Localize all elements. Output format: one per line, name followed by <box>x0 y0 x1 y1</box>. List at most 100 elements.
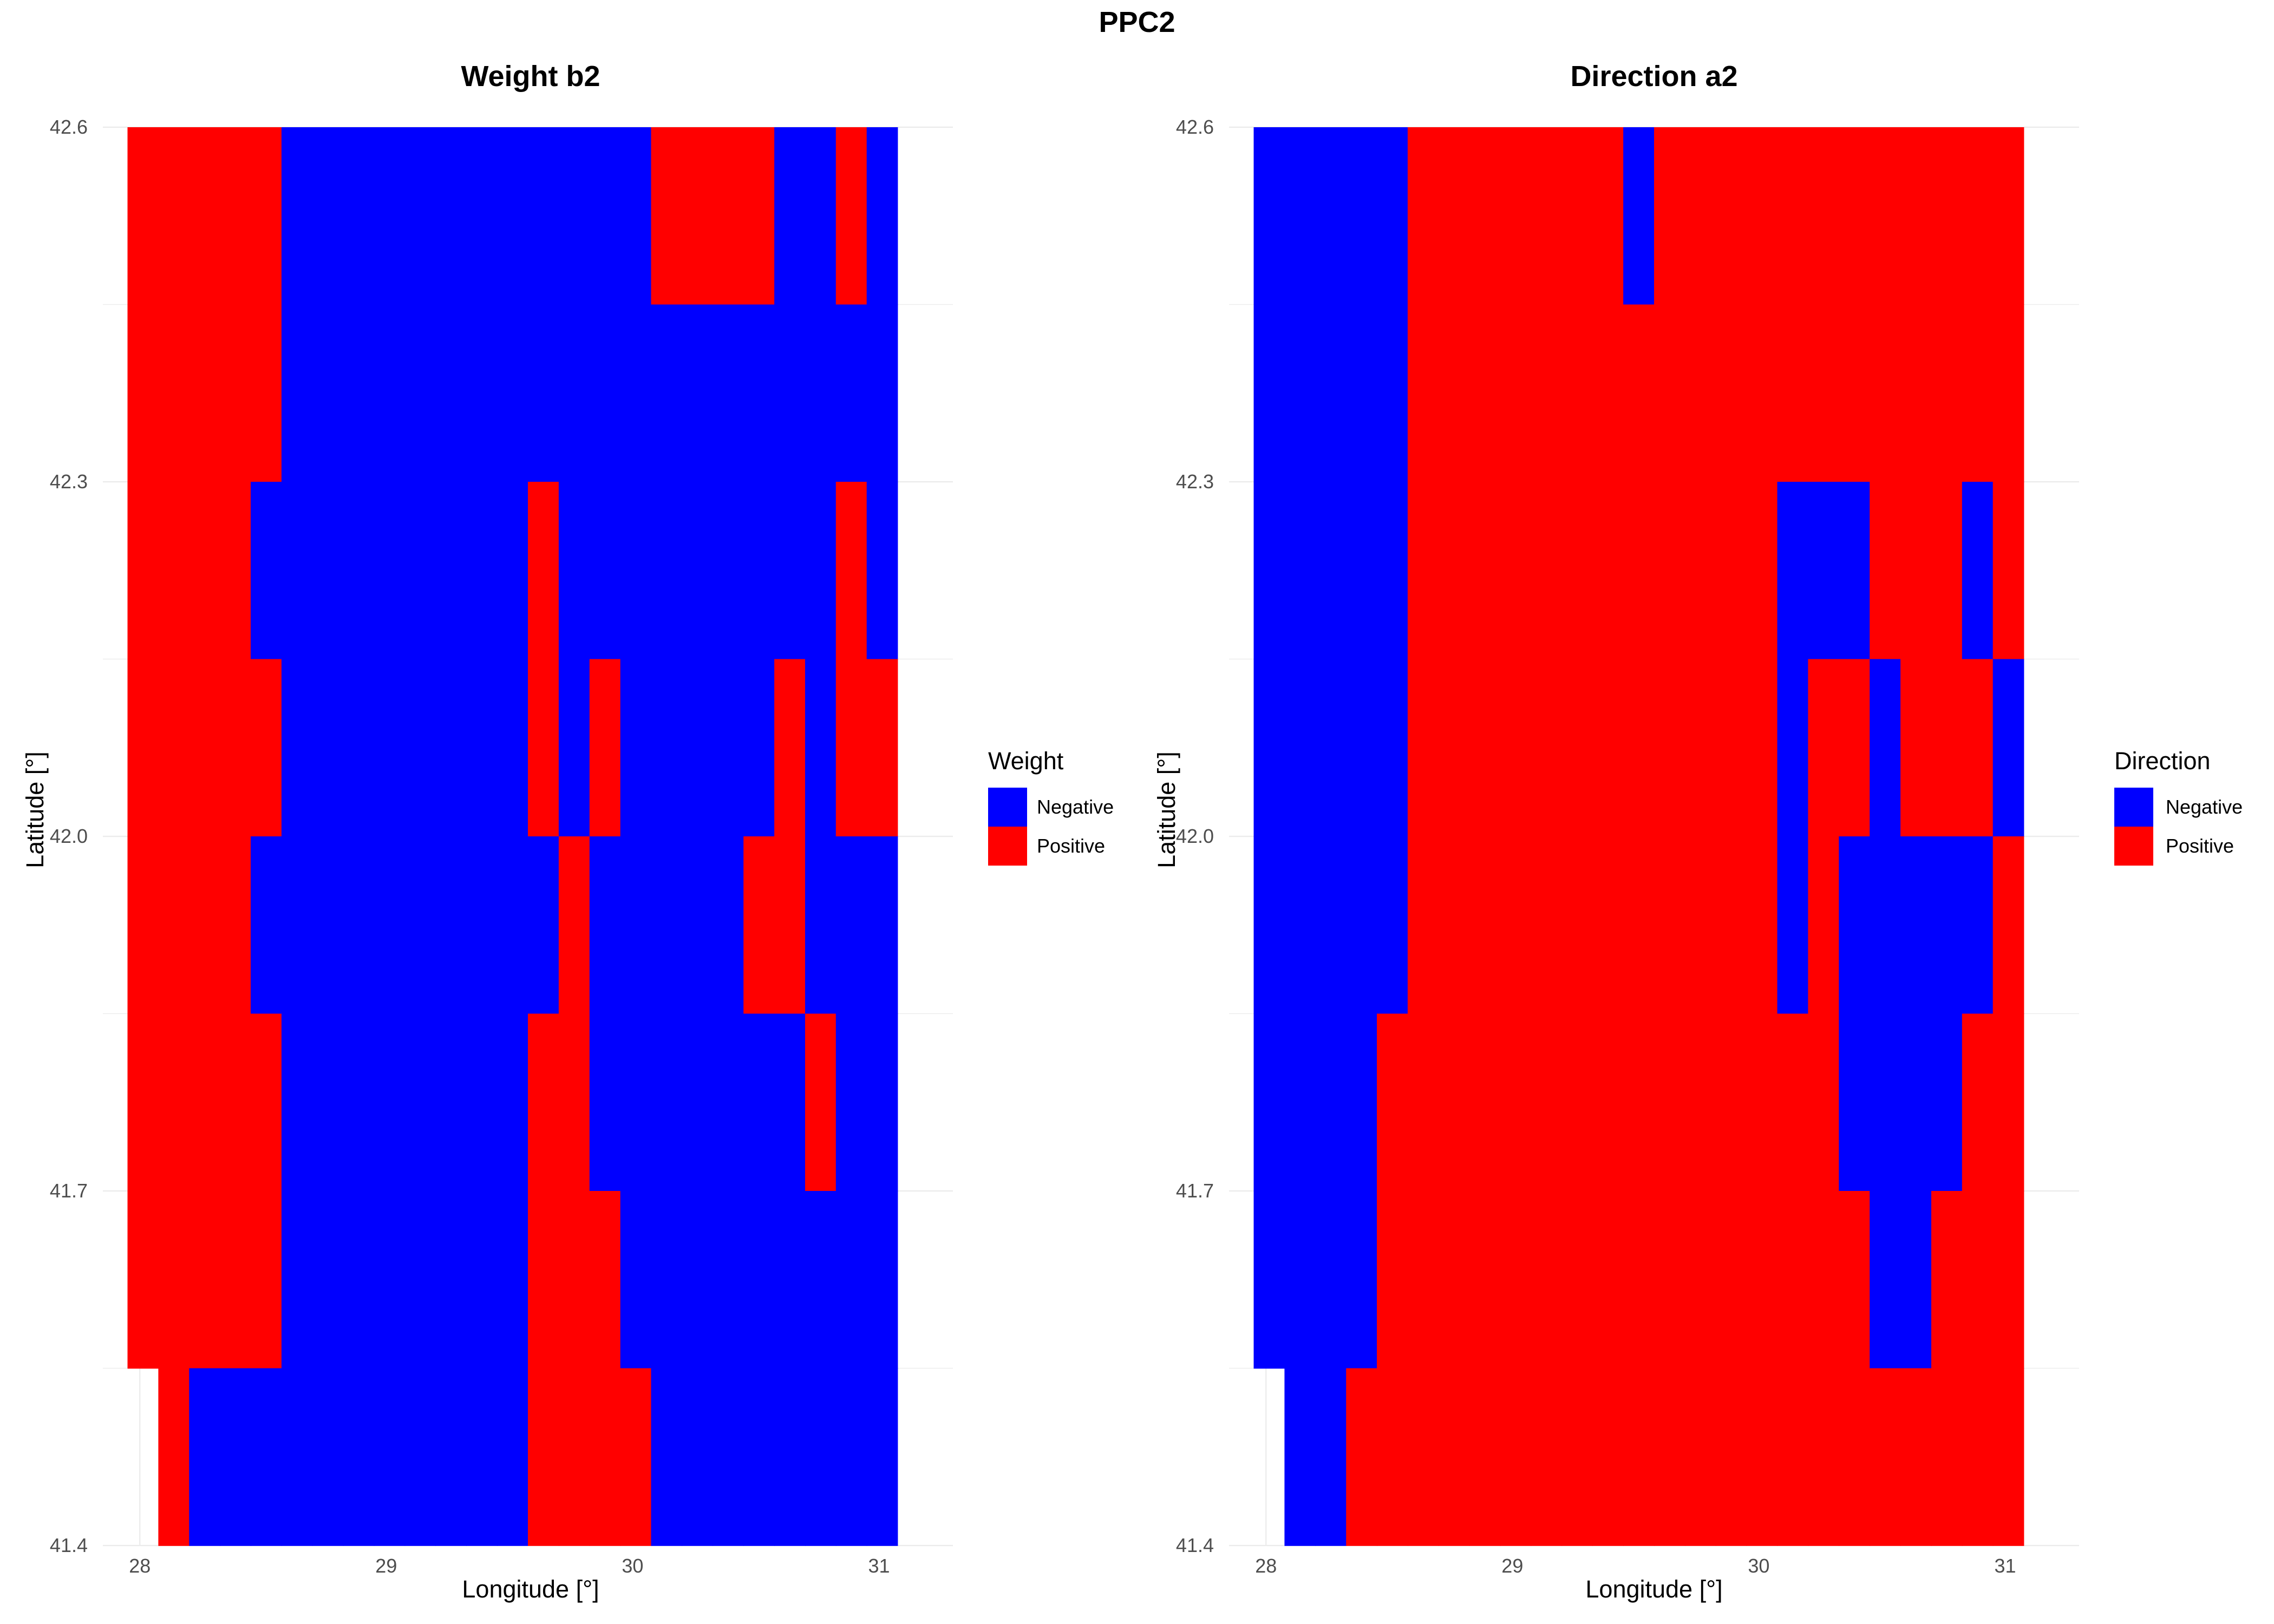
heatmap-cell-direction <box>1962 304 1994 482</box>
heatmap-cell-weight <box>127 1013 159 1191</box>
heatmap-cell-direction <box>1992 127 2024 305</box>
heatmap-cell-weight <box>713 659 744 837</box>
heatmap-cell-direction <box>1777 1013 1809 1191</box>
heatmap-cell-direction <box>1839 1368 1870 1546</box>
heatmap-cell-weight <box>743 304 775 482</box>
heatmap-cell-weight <box>589 304 621 482</box>
y-tick-label: 42.0 <box>50 825 88 847</box>
heatmap-cell-weight <box>620 1368 652 1546</box>
heatmap-cell-direction <box>1561 1368 1593 1546</box>
heatmap-cell-weight <box>220 127 251 305</box>
heatmap-cell-weight <box>251 127 282 305</box>
heatmap-cell-direction <box>1500 836 1532 1014</box>
heatmap-cell-direction <box>1654 127 1685 305</box>
heatmap-cell-direction <box>1900 1191 1932 1369</box>
heatmap-cell-direction <box>1284 1368 1316 1546</box>
heatmap-cell-direction <box>1346 836 1377 1014</box>
heatmap-cell-direction <box>1777 482 1809 660</box>
heatmap-cell-direction <box>1654 1013 1685 1191</box>
heatmap-cell-weight <box>497 482 528 660</box>
heatmap-cell-direction <box>1500 1013 1532 1191</box>
heatmap-cell-direction <box>1777 1191 1809 1369</box>
heatmap-cell-direction <box>1531 1013 1563 1191</box>
heatmap-cell-direction <box>1377 482 1408 660</box>
heatmap-cell-direction <box>1315 482 1347 660</box>
heatmap-cell-direction <box>1284 1191 1316 1369</box>
heatmap-cell-weight <box>651 659 683 837</box>
heatmap-cell-direction <box>1531 659 1563 837</box>
heatmap-cell-weight <box>374 482 406 660</box>
heatmap-cell-direction <box>1346 1368 1377 1546</box>
heatmap-cell-weight <box>312 659 344 837</box>
heatmap-cell-direction <box>1992 836 2024 1014</box>
heatmap-cell-direction <box>1377 1191 1408 1369</box>
heatmap-cell-direction <box>1654 304 1685 482</box>
heatmap-cell-weight <box>127 659 159 837</box>
heatmap-cell-weight <box>774 1191 806 1369</box>
heatmap-cell-weight <box>835 1013 867 1191</box>
heatmap-cell-weight <box>189 659 220 837</box>
heatmap-cell-direction <box>1407 482 1439 660</box>
heatmap-cell-weight <box>805 1191 837 1369</box>
heatmap-cell-direction <box>1346 659 1377 837</box>
heatmap-cell-weight <box>435 1191 467 1369</box>
legend-title-direction: Direction <box>2114 747 2211 775</box>
heatmap-cell-direction <box>1715 836 1747 1014</box>
heatmap-cell-weight <box>374 1368 406 1546</box>
legend-key-negative-weight <box>988 788 1027 827</box>
heatmap-cell-direction <box>1777 659 1809 837</box>
heatmap-cell-weight <box>220 482 251 660</box>
heatmap-cell-weight <box>528 836 559 1014</box>
heatmap-cell-weight <box>497 1191 528 1369</box>
heatmap-cell-direction <box>1684 1368 1716 1546</box>
heatmap-cell-weight <box>127 127 159 305</box>
heatmap-cell-direction <box>1962 482 1994 660</box>
heatmap-cell-weight <box>220 836 251 1014</box>
heatmap-cell-direction <box>1900 127 1932 305</box>
heatmap-cell-weight <box>189 482 220 660</box>
heatmap-cell-direction <box>1407 659 1439 837</box>
heatmap-cell-weight <box>497 304 528 482</box>
heatmap-cell-direction <box>1931 127 1963 305</box>
heatmap-cell-direction <box>1962 659 1994 837</box>
heatmap-cell-weight <box>281 482 313 660</box>
heatmap-cell-weight <box>620 482 652 660</box>
heatmap-cell-weight <box>343 659 375 837</box>
heatmap-cell-weight <box>651 836 683 1014</box>
heatmap-cell-weight <box>312 304 344 482</box>
x-tick-label: 28 <box>1255 1555 1277 1577</box>
heatmap-cell-weight <box>281 304 313 482</box>
legend-label-negative-weight: Negative <box>1037 796 1114 818</box>
heatmap-cell-direction <box>1469 1013 1501 1191</box>
heatmap-cell-weight <box>651 127 683 305</box>
legend-label-positive-direction: Positive <box>2166 835 2234 857</box>
heatmap-cell-weight <box>651 1191 683 1369</box>
heatmap-cell-direction <box>1992 1013 2024 1191</box>
heatmap-cell-weight <box>189 1013 220 1191</box>
heatmap-cell-weight <box>127 1191 159 1369</box>
x-tick-label: 28 <box>129 1555 151 1577</box>
heatmap-cell-direction <box>1377 659 1408 837</box>
heatmap-cell-weight <box>774 127 806 305</box>
heatmap-cell-weight <box>682 1368 714 1546</box>
heatmap-cell-weight <box>281 1013 313 1191</box>
y-tick-label: 42.6 <box>1176 116 1214 138</box>
heatmap-cell-direction <box>1684 659 1716 837</box>
heatmap-cell-weight <box>743 482 775 660</box>
heatmap-cell-weight <box>220 1368 251 1546</box>
heatmap-cell-direction <box>1808 127 1840 305</box>
heatmap-cell-direction <box>1870 659 1901 837</box>
heatmap-cell-weight <box>620 1191 652 1369</box>
heatmap-cell-direction <box>1715 1191 1747 1369</box>
heatmap-cell-direction <box>1654 482 1685 660</box>
heatmap-cell-weight <box>374 1191 406 1369</box>
heatmap-cell-weight <box>158 659 190 837</box>
heatmap-cell-direction <box>1870 482 1901 660</box>
heatmap-cell-direction <box>1438 1013 1470 1191</box>
heatmap-cell-direction <box>1438 659 1470 837</box>
heatmap-cell-weight <box>558 304 590 482</box>
heatmap-cell-direction <box>1253 304 1285 482</box>
x-tick-label: 30 <box>1748 1555 1769 1577</box>
heatmap-cell-direction <box>1839 836 1870 1014</box>
